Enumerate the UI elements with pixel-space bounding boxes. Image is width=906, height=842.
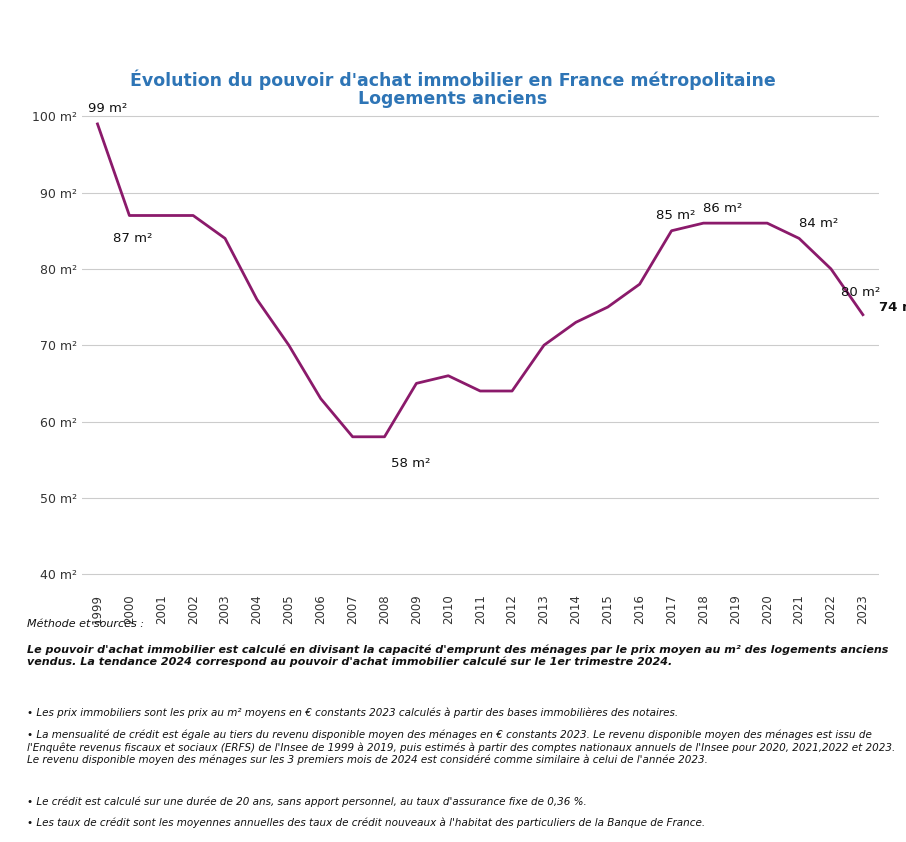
Text: Méthode et sources :: Méthode et sources : bbox=[27, 619, 144, 629]
Text: Logements anciens: Logements anciens bbox=[359, 90, 547, 109]
Text: 84 m²: 84 m² bbox=[799, 217, 838, 230]
Text: 74 m²: 74 m² bbox=[879, 301, 906, 314]
Text: 58 m²: 58 m² bbox=[390, 457, 430, 471]
Text: Le pouvoir d'achat immobilier est calculé en divisant la capacité d'emprunt des : Le pouvoir d'achat immobilier est calcul… bbox=[27, 644, 889, 667]
Text: 99 m²: 99 m² bbox=[88, 103, 127, 115]
Text: Évolution du pouvoir d'achat immobilier en France métropolitaine: Évolution du pouvoir d'achat immobilier … bbox=[130, 70, 776, 90]
Text: • Le crédit est calculé sur une durée de 20 ans, sans apport personnel, au taux : • Le crédit est calculé sur une durée de… bbox=[27, 797, 587, 807]
Text: • Les taux de crédit sont les moyennes annuelles des taux de crédit nouveaux à l: • Les taux de crédit sont les moyennes a… bbox=[27, 818, 705, 829]
Text: • La mensualité de crédit est égale au tiers du revenu disponible moyen des ména: • La mensualité de crédit est égale au t… bbox=[27, 730, 895, 765]
Text: • Les prix immobiliers sont les prix au m² moyens en € constants 2023 calculés à: • Les prix immobiliers sont les prix au … bbox=[27, 707, 679, 717]
Text: 80 m²: 80 m² bbox=[841, 285, 880, 299]
Text: 85 m²: 85 m² bbox=[656, 210, 695, 222]
Text: 86 m²: 86 m² bbox=[703, 202, 743, 215]
Text: 87 m²: 87 m² bbox=[113, 232, 153, 245]
